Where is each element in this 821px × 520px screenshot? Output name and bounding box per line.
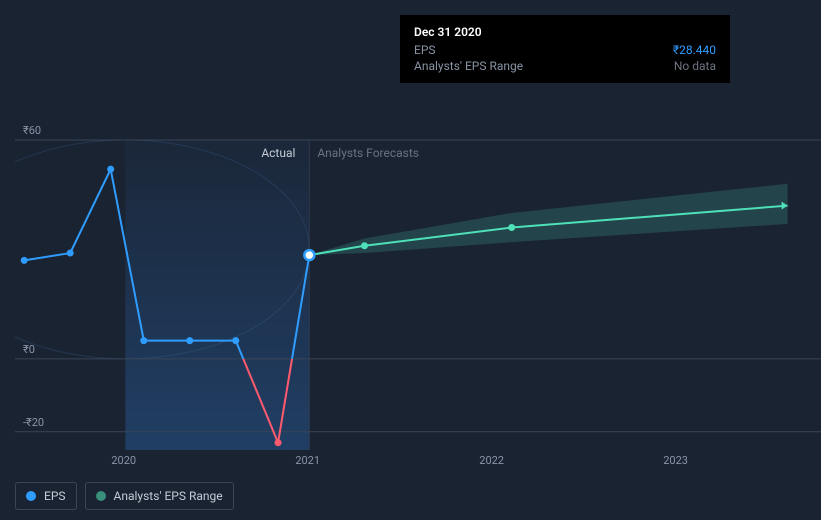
y-axis-label: -₹20 [23, 416, 44, 429]
tooltip-date: Dec 31 2020 [414, 25, 716, 39]
legend-dot-icon [96, 491, 106, 501]
y-axis-label: ₹60 [23, 124, 41, 137]
chart-tooltip: Dec 31 2020 EPS ₹28.440 Analysts' EPS Ra… [400, 15, 730, 83]
tooltip-eps-value: ₹28.440 [673, 43, 716, 57]
tooltip-range-label: Analysts' EPS Range [414, 59, 523, 73]
forecast-region-label: Analysts Forecasts [317, 146, 419, 160]
legend-item-eps[interactable]: EPS [15, 482, 77, 510]
x-axis-label: 2022 [479, 454, 504, 467]
legend-label: EPS [44, 489, 66, 503]
x-axis-label: 2023 [663, 454, 688, 467]
chart-legend: EPS Analysts' EPS Range [15, 482, 234, 510]
tooltip-eps-label: EPS [414, 43, 436, 57]
x-axis-label: 2020 [111, 454, 136, 467]
legend-label: Analysts' EPS Range [114, 489, 223, 503]
eps-chart: Dec 31 2020 EPS ₹28.440 Analysts' EPS Ra… [15, 0, 821, 520]
y-axis-label: ₹0 [23, 343, 35, 356]
actual-region-label: Actual [261, 146, 295, 160]
legend-dot-icon [26, 491, 36, 501]
tooltip-range-value: No data [674, 59, 716, 73]
x-axis-label: 2021 [295, 454, 320, 467]
legend-item-range[interactable]: Analysts' EPS Range [85, 482, 234, 510]
